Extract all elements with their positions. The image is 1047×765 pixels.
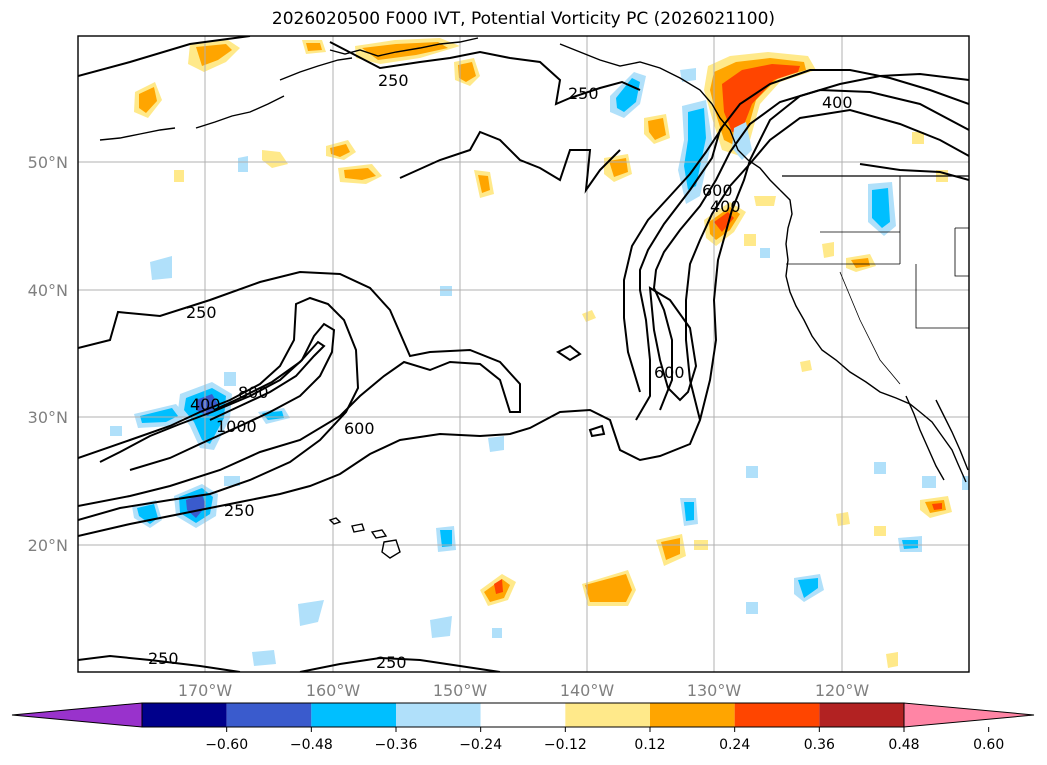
colorbar-extend-low [11,702,143,728]
colorbar-segment [650,703,735,727]
contour-labels: 250 250 250 400 600 400 250 400 800 1000… [148,71,853,672]
contour-label: 800 [238,383,269,402]
lon-label: 170°W [178,681,233,700]
colorbar-segment [142,703,227,727]
contour-label: 400 [710,197,741,216]
colorbar-segment [226,703,312,727]
contour-label: 250 [568,84,599,103]
colorbar-extend-high [903,702,1035,728]
lon-label: 150°W [433,681,488,700]
colorbar-tick-label: 0.36 [804,737,835,753]
longitude-labels: 170°W 160°W 150°W 140°W 130°W 120°W [178,681,870,700]
colorbar: −0.60 −0.48 −0.36 −0.24 −0.12 0.12 0.24 0.36 0.4… [11,702,1035,753]
colorbar-segment [311,703,396,727]
lat-label: 20°N [28,536,68,555]
colorbar-tick-label: 0.48 [888,737,919,753]
contour-label: 250 [148,649,179,668]
map-title: 2026020500 F000 IVT, Potential Vorticity… [271,9,776,29]
lat-label: 50°N [28,153,68,172]
lon-label: 130°W [687,681,742,700]
lat-label: 30°N [28,408,68,427]
colorbar-frame [141,702,905,728]
colorbar-tick-label: −0.48 [290,737,333,753]
ivt-contours [78,36,969,672]
lon-label: 160°W [306,681,361,700]
colorbar-tick-label: 0.12 [634,737,665,753]
contour-label: 600 [702,181,733,200]
contour-label: 250 [186,303,217,322]
contour-label: 250 [376,653,407,672]
contour-label: 400 [190,395,221,414]
colorbar-tick-label: 0.60 [973,737,1004,753]
map-frame [77,35,970,673]
latitude-labels: 50°N 40°N 30°N 20°N [28,153,68,555]
contour-label: 600 [654,363,685,382]
colorbar-segment [819,703,904,727]
contour-label: 250 [378,71,409,90]
colorbar-tick-label: −0.24 [459,737,502,753]
colorbar-segment [396,703,481,727]
contour-label: 400 [822,93,853,112]
lon-label: 140°W [560,681,615,700]
graticule [78,36,969,672]
contour-label: 1000 [216,417,257,436]
colorbar-tick-label: −0.36 [375,737,418,753]
colorbar-segment [734,703,820,727]
coastlines [99,37,969,559]
contour-label: 250 [224,501,255,520]
lat-label: 40°N [28,281,68,300]
contour-label: 600 [344,419,375,438]
colorbar-tick-label: −0.12 [544,737,587,753]
positive-anomaly-patches [134,38,952,668]
colorbar-tick-label: −0.60 [205,737,248,753]
lon-label: 120°W [815,681,870,700]
pv-anomaly-shading [110,38,969,668]
colorbar-segment [480,703,566,727]
colorbar-segment [565,703,650,727]
colorbar-tick-label: 0.24 [719,737,750,753]
negative-anomaly-patches [110,68,969,666]
